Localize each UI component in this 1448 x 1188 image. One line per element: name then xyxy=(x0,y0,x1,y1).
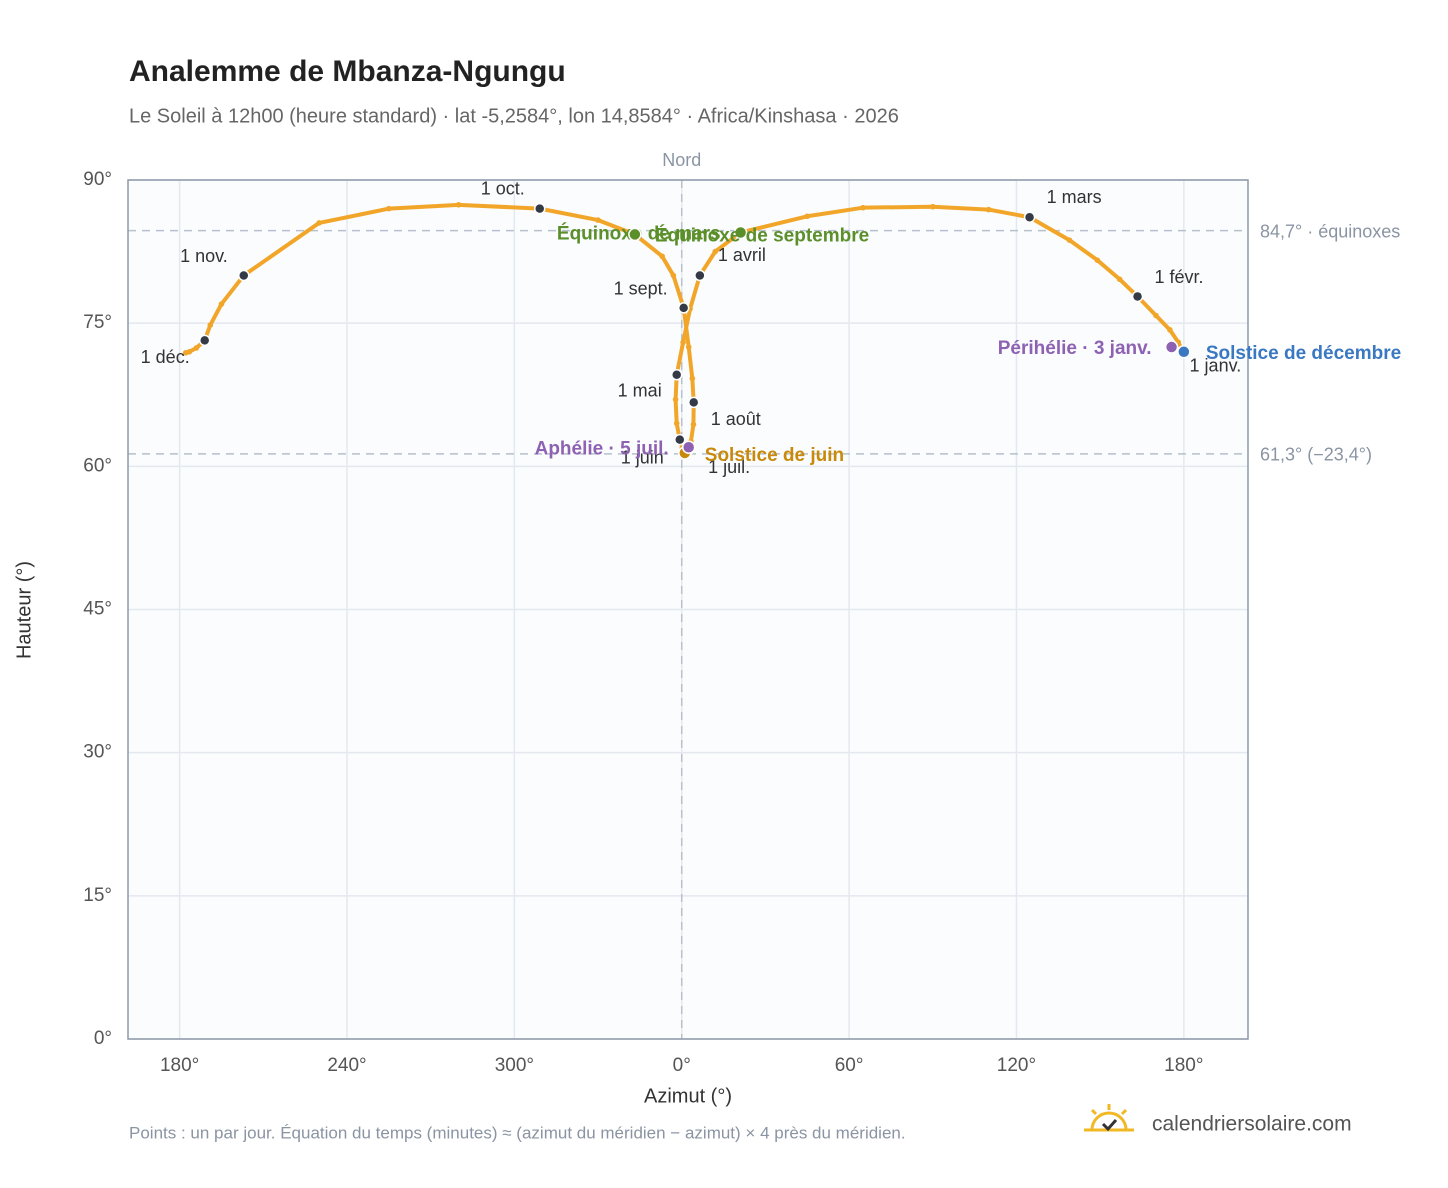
plot-border xyxy=(127,179,1249,1040)
x-tick-label: 300° xyxy=(495,1055,534,1076)
month-label: 1 mai xyxy=(618,380,662,400)
y-tick-label: 30° xyxy=(83,742,112,763)
day-point xyxy=(1116,276,1123,283)
event-point xyxy=(681,440,696,454)
event-point xyxy=(628,227,642,242)
day-point xyxy=(1094,257,1101,263)
x-tick-label: 240° xyxy=(327,1055,366,1076)
day-point xyxy=(218,301,225,307)
reference-label: Nord xyxy=(662,150,701,170)
x-axis-label: Azimut (°) xyxy=(644,1085,732,1107)
month-label: 1 juin xyxy=(621,447,664,467)
day-point xyxy=(193,345,200,351)
chart-title: Analemme de Mbanza-Ngungu xyxy=(129,55,566,88)
day-point xyxy=(1066,237,1073,243)
day-point xyxy=(690,421,697,428)
month-point xyxy=(533,202,546,215)
month-label: 1 oct. xyxy=(481,178,525,198)
x-tick-label: 180° xyxy=(1164,1055,1203,1076)
month-label: 1 sept. xyxy=(614,279,668,299)
event-label: Solstice de juin xyxy=(705,445,844,466)
day-point xyxy=(182,349,189,356)
month-point xyxy=(670,368,683,381)
day-point xyxy=(804,213,811,220)
month-label: 1 août xyxy=(711,409,761,429)
brand-name: calendriersolaire.com xyxy=(1152,1113,1352,1136)
day-point xyxy=(207,322,214,328)
day-point xyxy=(455,202,462,208)
chart-subtitle: Le Soleil à 12h00 (heure standard) · lat… xyxy=(129,105,899,127)
day-point xyxy=(712,248,718,255)
x-tick-label: 0° xyxy=(673,1055,691,1076)
event-label: Périhélie · 3 janv. xyxy=(998,338,1152,359)
day-point xyxy=(670,272,677,279)
y-tick-label: 15° xyxy=(83,885,112,906)
footnote: Points : un par jour. Équation du temps … xyxy=(129,1123,906,1142)
reference-label: 84,7° · équinoxes xyxy=(1260,221,1400,241)
day-point xyxy=(673,420,680,427)
y-tick-label: 75° xyxy=(83,312,112,333)
y-tick-label: 0° xyxy=(94,1028,112,1049)
month-point xyxy=(1131,290,1144,303)
event-point xyxy=(1164,340,1179,354)
day-point xyxy=(595,217,601,223)
month-label: 1 nov. xyxy=(180,246,228,266)
y-tick-label: 45° xyxy=(83,599,112,620)
day-point xyxy=(386,205,392,212)
y-axis-label: Hauteur (°) xyxy=(13,561,35,659)
month-label: 1 janv. xyxy=(1190,356,1242,376)
day-point xyxy=(659,253,665,260)
month-point xyxy=(687,396,700,409)
day-point xyxy=(316,220,322,226)
day-point xyxy=(680,339,686,346)
month-point xyxy=(238,269,250,282)
month-point xyxy=(694,269,706,282)
y-tick-label: 60° xyxy=(83,455,112,476)
event-point xyxy=(1177,345,1191,359)
month-point xyxy=(677,302,690,314)
day-point xyxy=(985,206,992,213)
y-tick-label: 90° xyxy=(83,169,112,190)
brand-logo xyxy=(1084,1104,1134,1132)
month-label: 1 mars xyxy=(1047,187,1102,207)
x-tick-label: 60° xyxy=(835,1055,864,1076)
month-point xyxy=(1023,211,1036,223)
day-point xyxy=(929,203,936,210)
day-point xyxy=(860,204,866,211)
month-label: 1 déc. xyxy=(141,347,190,367)
event-point xyxy=(733,225,748,240)
x-tick-label: 180° xyxy=(160,1055,199,1076)
event-label: Équinoxe de septembre xyxy=(655,224,869,246)
x-tick-label: 120° xyxy=(997,1055,1036,1076)
month-point xyxy=(198,334,211,347)
month-point xyxy=(674,433,686,446)
month-label: 1 avril xyxy=(718,245,766,265)
month-label: 1 févr. xyxy=(1155,267,1204,287)
day-point xyxy=(672,396,679,403)
day-point xyxy=(689,375,696,382)
day-point xyxy=(1167,327,1173,333)
month-label: 1 juil. xyxy=(708,457,750,477)
event-label: Solstice de décembre xyxy=(1206,343,1401,364)
event-label: Aphélie · 5 juil. xyxy=(535,438,669,459)
day-point xyxy=(685,344,692,350)
reference-label: 61,3° (−23,4°) xyxy=(1260,445,1372,465)
day-point xyxy=(1153,312,1159,319)
